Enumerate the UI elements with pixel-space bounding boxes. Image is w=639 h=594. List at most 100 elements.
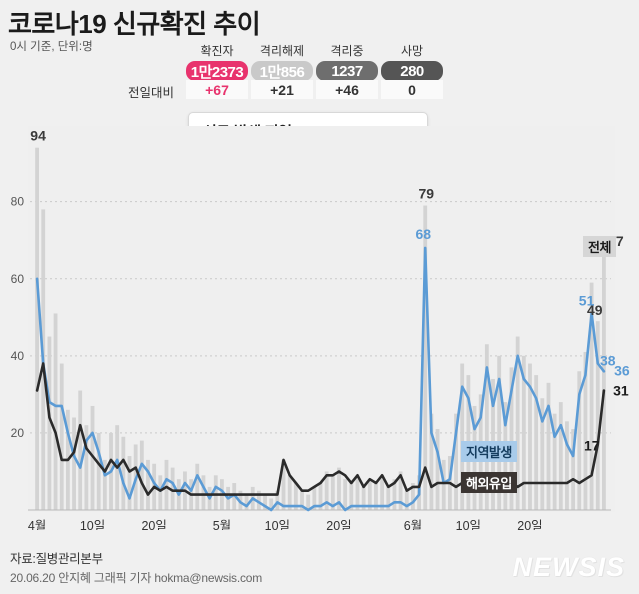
x-tick-label: 20일 (141, 519, 166, 530)
chart-bar (275, 490, 280, 510)
delta-row-label: 전일대비 (128, 86, 175, 100)
total-series-tag: 전체 (583, 236, 616, 257)
chart-bar (164, 459, 169, 510)
stat-col-isolated: 격리중 1237 (316, 42, 378, 81)
chart-bar (484, 344, 489, 510)
chart-bar (293, 483, 298, 510)
stat-label-deaths: 사망 (400, 44, 424, 58)
chart-bar (287, 475, 292, 510)
chart-annotation: 79 (418, 186, 434, 202)
page-subtitle: 0시 기준, 단위:명 (10, 41, 93, 53)
chart-bar (528, 363, 532, 510)
y-tick-label: 20 (11, 426, 25, 440)
y-tick-label: 60 (11, 272, 25, 286)
chart-bar (595, 321, 600, 510)
chart-bar (349, 483, 354, 510)
stat-delta-released: +21 (251, 80, 313, 99)
chart-bar (47, 336, 52, 510)
chart-bar (330, 475, 335, 510)
chart-bar (324, 471, 329, 510)
stat-col-deaths: 사망 280 (381, 42, 443, 81)
chart-bar (269, 498, 274, 510)
chart-bar (170, 467, 175, 510)
chart-bar (72, 417, 76, 510)
chart-bar (355, 475, 360, 510)
imported-series-tag: 해외유입 (461, 472, 517, 493)
chart-bar (583, 351, 588, 510)
trend-chart-svg: 20 40 60 80 4월 10일 20일 5월 10일 20일 6월 10일 20일 94 79 68 51… (11, 126, 630, 530)
chart-bar (127, 456, 132, 510)
chart-bar (281, 459, 286, 510)
newsis-logo: NEWSIS (512, 552, 625, 582)
stat-label-isolated: 격리중 (330, 44, 364, 58)
chart-bar (589, 282, 594, 510)
chart-bar (158, 475, 163, 510)
chart-bar (318, 483, 323, 510)
chart-bar (306, 494, 311, 510)
x-tick-label: 5월 (213, 519, 231, 530)
local-cases-line (35, 246, 606, 512)
chart-bar (435, 429, 440, 510)
y-tick-label: 40 (11, 349, 25, 363)
chart-bar (515, 336, 520, 510)
x-tick-label: 4월 (28, 519, 46, 530)
chart-bar (84, 425, 89, 510)
page-title: 코로나19 신규확진 추이 (8, 9, 261, 39)
chart-bar (411, 483, 415, 510)
stat-delta-confirmed: +67 (186, 80, 248, 99)
chart-bar (429, 413, 434, 510)
chart-bar (312, 486, 317, 510)
summary-stats: 확진자 1만2373 격리해제 1만856 격리중 1237 사망 280 (186, 42, 443, 81)
chart-bar (546, 382, 551, 510)
x-tick-label: 20일 (517, 519, 542, 530)
chart-bar (460, 363, 465, 510)
chart-bar (558, 402, 563, 510)
source-text: 자료:질병관리본부 (10, 552, 103, 566)
chart-annotation: 94 (30, 128, 46, 144)
chart-bar (146, 459, 150, 510)
chart-bar (540, 398, 545, 510)
chart-bar (577, 371, 582, 510)
chart-bar (35, 147, 39, 511)
chart-bar (361, 486, 366, 510)
stat-label-confirmed: 확진자 (200, 44, 234, 58)
chart-bar (343, 479, 348, 510)
chart-bar (121, 436, 126, 510)
chart-bar (263, 494, 267, 510)
x-tick-label: 10일 (80, 519, 105, 530)
chart-bar (423, 205, 428, 510)
chart-annotation: 68 (415, 226, 431, 242)
chart-annotation: 31 (613, 383, 629, 399)
chart-bar (102, 459, 107, 510)
x-tick-label: 20일 (326, 519, 351, 530)
chart-bar (139, 440, 144, 510)
chart-bar (392, 479, 397, 510)
chart-bar (374, 483, 378, 510)
stat-col-confirmed: 확진자 1만2373 (186, 42, 248, 81)
x-tick-label: 10일 (265, 519, 290, 530)
stat-label-released: 격리해제 (259, 44, 305, 58)
stat-value-deaths: 280 (381, 61, 443, 81)
chart-bar (337, 467, 341, 510)
chart-bar (509, 367, 514, 510)
stat-delta-deaths: 0 (381, 80, 443, 99)
stat-value-released: 1만856 (251, 61, 313, 81)
chart-bar (96, 432, 101, 510)
stat-delta-isolated: +46 (316, 80, 378, 99)
chart-bar (53, 313, 58, 510)
chart-bar (571, 429, 576, 510)
chart-bar (380, 475, 385, 510)
chart-bar (201, 475, 206, 510)
chart-bar (59, 363, 64, 510)
local-series-tag: 지역발생 (461, 441, 517, 462)
summary-deltas: +67 +21 +46 0 (186, 80, 443, 99)
x-tick-label: 10일 (456, 519, 481, 530)
chart-annotation: 49 (587, 302, 603, 318)
credit-text: 20.06.20 안지혜 그래픽 기자 hokma@newsis.com (10, 571, 263, 585)
stat-col-released: 격리해제 1만856 (251, 42, 313, 81)
chart-bar (244, 494, 249, 510)
chart-annotation: 17 (584, 437, 600, 453)
chart-annotation: 38 (600, 353, 616, 369)
chart-bar (552, 413, 557, 510)
